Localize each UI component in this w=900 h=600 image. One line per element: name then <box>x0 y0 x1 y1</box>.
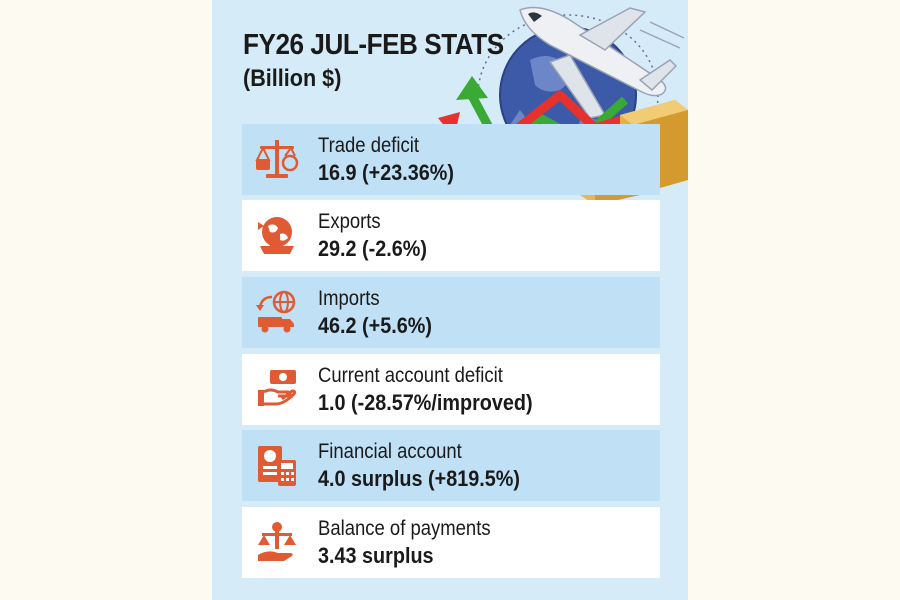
hand-balance-icon <box>258 522 296 561</box>
stat-value: 46.2 (+5.6%) <box>318 313 432 338</box>
stat-row-current-account-deficit: Current account deficit 1.0 (-28.57%/imp… <box>242 354 660 425</box>
document-calculator-icon <box>258 446 296 486</box>
stat-label: Trade deficit <box>318 134 420 157</box>
stat-row-exports: Exports 29.2 (-2.6%) <box>242 200 660 271</box>
stat-label: Current account deficit <box>318 364 503 387</box>
airplane-icon <box>519 6 685 119</box>
scale-shopping-icon <box>255 140 299 178</box>
stat-value: 29.2 (-2.6%) <box>318 236 427 261</box>
stat-row-financial-account: Financial account 4.0 surplus (+819.5%) <box>242 430 660 501</box>
hand-cash-icon <box>258 370 297 406</box>
stat-row-trade-deficit: Trade deficit 16.9 (+23.36%) <box>242 124 660 195</box>
stat-value: 16.9 (+23.36%) <box>318 160 454 185</box>
page-title: FY26 JUL-FEB STATS <box>243 29 504 61</box>
stat-value: 1.0 (-28.57%/improved) <box>318 390 533 415</box>
stat-value: 3.43 surplus <box>318 543 434 568</box>
stat-row-imports: Imports 46.2 (+5.6%) <box>242 277 660 348</box>
stat-label: Imports <box>318 287 380 310</box>
stat-value: 4.0 surplus (+819.5%) <box>318 466 520 491</box>
stat-label: Financial account <box>318 440 462 463</box>
globe-truck-icon <box>256 290 296 333</box>
globe-ship-icon <box>258 217 294 254</box>
stat-label: Exports <box>318 210 381 233</box>
page-subtitle: (Billion $) <box>243 65 342 92</box>
stat-label: Balance of payments <box>318 517 491 540</box>
stat-row-balance-of-payments: Balance of payments 3.43 surplus <box>242 507 660 578</box>
